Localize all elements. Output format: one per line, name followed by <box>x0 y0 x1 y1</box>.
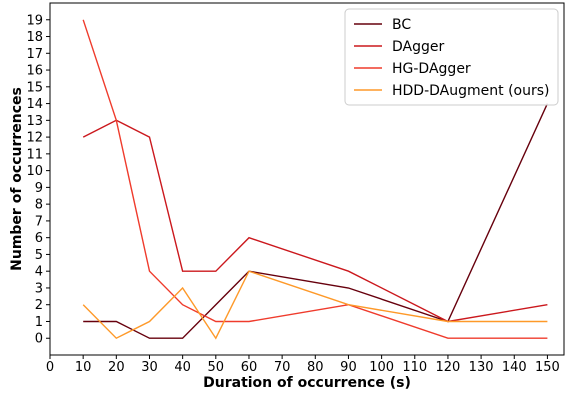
x-tick-label: 50 <box>208 360 225 375</box>
y-tick-label: 19 <box>26 13 43 28</box>
y-tick-label: 5 <box>35 248 43 263</box>
x-tick-label: 30 <box>141 360 158 375</box>
x-tick-label: 130 <box>469 360 494 375</box>
x-tick-label: 120 <box>436 360 461 375</box>
x-tick-label: 100 <box>369 360 394 375</box>
x-tick-label: 70 <box>274 360 291 375</box>
y-tick-label: 0 <box>35 332 43 347</box>
plot-frame <box>49 2 565 356</box>
y-tick-label: 11 <box>26 147 43 162</box>
y-tick-label: 7 <box>35 214 43 229</box>
series-lines <box>82 19 549 340</box>
x-tick-label: 90 <box>340 360 357 375</box>
y-tick-label: 14 <box>26 97 43 112</box>
y-tick-label: 15 <box>26 80 43 95</box>
y-tick-label: 4 <box>35 265 43 280</box>
y-tick-label: 10 <box>26 164 43 179</box>
series-line <box>83 103 549 339</box>
y-tick-label: 9 <box>35 181 43 196</box>
x-tick-label: 150 <box>535 360 560 375</box>
y-tick-label: 17 <box>26 47 43 62</box>
x-tick-label: 80 <box>307 360 324 375</box>
series-line <box>82 270 548 340</box>
x-tick-label: 0 <box>46 360 54 375</box>
y-tick-label: 12 <box>26 131 43 146</box>
series-line <box>82 119 548 323</box>
y-tick-label: 18 <box>26 30 43 45</box>
y-tick-label: 3 <box>35 281 43 296</box>
x-axis-title: Duration of occurrence (s) <box>203 375 411 391</box>
x-tick-label: 110 <box>402 360 427 375</box>
legend-label: DAgger <box>392 39 444 55</box>
x-tick-label: 20 <box>108 360 125 375</box>
x-tick-label: 40 <box>174 360 191 375</box>
y-tick-label: 6 <box>35 231 43 246</box>
x-tick-label: 140 <box>502 360 527 375</box>
y-tick-label: 13 <box>26 114 43 129</box>
legend-label: BC <box>392 17 411 33</box>
legend-label: HG-DAgger <box>392 61 471 77</box>
x-axis: 0 10 20 30 40 50 60 70 80 90 100 110 120 130 140 150 <box>46 355 560 375</box>
legend-box <box>344 8 559 106</box>
y-tick-label: 2 <box>35 298 43 313</box>
y-tick-label: 16 <box>26 64 43 79</box>
legend: BC DAgger HG-DAgger HDD-DAugment (ours) <box>344 8 559 106</box>
y-tick-label: 1 <box>35 315 43 330</box>
y-axis-title: Number of occurrences <box>9 87 25 271</box>
x-tick-label: 10 <box>75 360 92 375</box>
x-tick-label: 60 <box>241 360 258 375</box>
y-tick-label: 8 <box>35 198 43 213</box>
series-line <box>82 19 548 339</box>
legend-label: HDD-DAugment (ours) <box>392 83 550 99</box>
